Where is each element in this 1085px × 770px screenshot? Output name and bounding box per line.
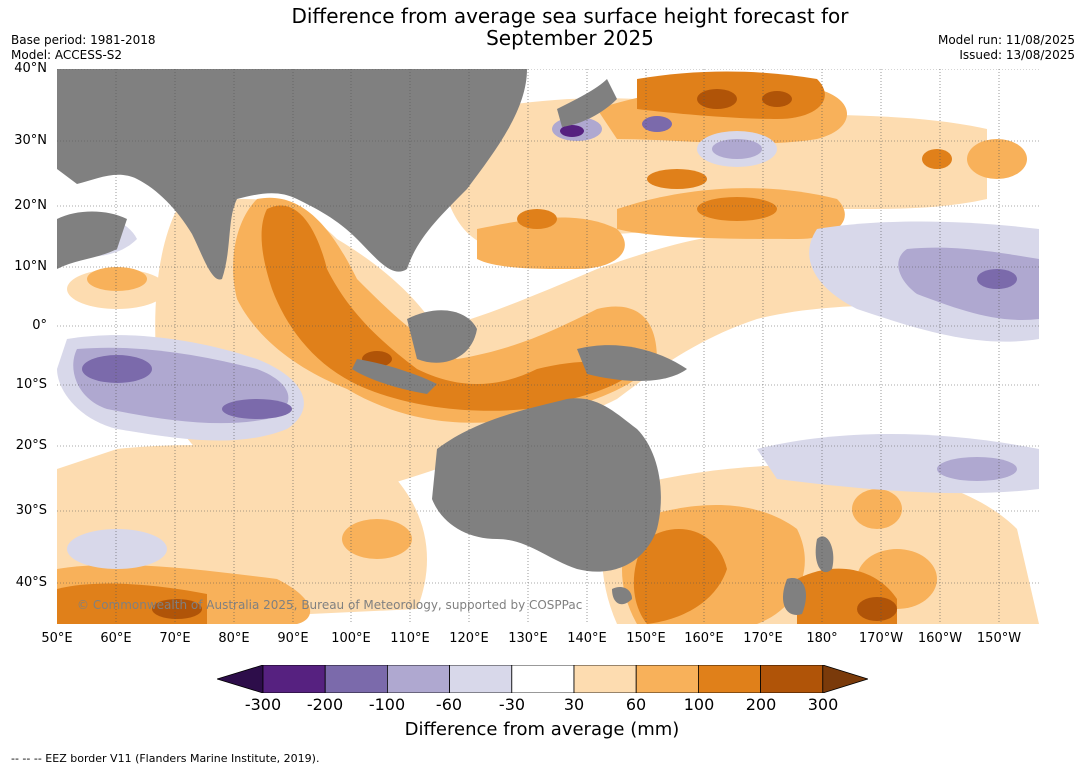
colorbar-label: Difference from average (mm): [404, 719, 680, 740]
colorbar-tick: -30: [498, 695, 526, 714]
lat-label: 30°S: [15, 503, 47, 518]
model-run-text: Model run: 11/08/2025: [937, 33, 1075, 47]
lon-label: 170°E: [743, 631, 783, 646]
colorbar-tick: 60: [625, 695, 647, 714]
anomaly-deep-purple: [560, 125, 584, 137]
lon-label: 150°W: [976, 631, 1022, 646]
colorbar-segment: [760, 665, 824, 693]
lon-label: 180°: [806, 631, 838, 646]
lon-label: 130°E: [508, 631, 548, 646]
lat-label: 10°S: [15, 377, 47, 392]
lat-label: 40°S: [15, 575, 47, 590]
footer-text: -- -- -- EEZ border V11 (Flanders Marine…: [11, 752, 320, 765]
colorbar-segment: [511, 665, 575, 693]
lat-label: 30°N: [14, 133, 47, 148]
lat-label: 10°N: [14, 259, 47, 274]
base-period-text: Base period: 1981-2018: [11, 33, 156, 47]
lon-label: 160°E: [684, 631, 724, 646]
map-panel: [57, 69, 1039, 624]
issued-text: Issued: 13/08/2025: [959, 48, 1075, 62]
title-line-2: September 2025: [486, 26, 654, 50]
anomaly-brown: [152, 89, 897, 621]
land-masses: [57, 69, 834, 615]
lon-label: 160°W: [917, 631, 963, 646]
lon-label: 60°E: [100, 631, 132, 646]
colorbar-tick: 100: [683, 695, 715, 714]
anomaly-dark-purple: [82, 116, 1017, 419]
colorbar-arrow-high: [822, 665, 868, 693]
lon-label: 150°E: [626, 631, 666, 646]
graticule: [57, 69, 1039, 624]
colorbar-segment: [449, 665, 513, 693]
colorbar-tick: -300: [244, 695, 282, 714]
colorbar-tick: -200: [306, 695, 344, 714]
colorbar-tick: 30: [563, 695, 585, 714]
colorbar-segment: [573, 665, 637, 693]
lat-label: 40°N: [14, 61, 47, 76]
colorbar-tick: 200: [745, 695, 777, 714]
colorbar-tick: 300: [807, 695, 839, 714]
colorbar-tick: -60: [435, 695, 463, 714]
meta-left: Base period: 1981-2018 Model: ACCESS-S2: [11, 33, 156, 63]
lon-label: 50°E: [41, 631, 73, 646]
map-canvas: [57, 69, 1039, 624]
colorbar: [217, 665, 868, 693]
lon-label: 170°W: [858, 631, 904, 646]
colorbar-segment: [324, 665, 388, 693]
colorbar-segment: [635, 665, 699, 693]
colorbar-tick: -100: [368, 695, 406, 714]
lon-label: 90°E: [277, 631, 309, 646]
model-text: Model: ACCESS-S2: [11, 48, 123, 62]
lon-label: 120°E: [449, 631, 489, 646]
copyright-text: © Commonwealth of Australia 2025, Bureau…: [77, 598, 583, 612]
meta-right: Model run: 11/08/2025 Issued: 13/08/2025: [938, 33, 1075, 63]
lat-label: 20°N: [14, 198, 47, 213]
colorbar-segment: [386, 665, 450, 693]
lon-label: 80°E: [218, 631, 250, 646]
lon-label: 110°E: [390, 631, 430, 646]
title-line-1: Difference from average sea surface heig…: [291, 4, 849, 28]
colorbar-arrow-low: [217, 665, 264, 693]
lat-label: 20°S: [15, 438, 47, 453]
lat-label: 0°: [32, 318, 47, 333]
lon-label: 100°E: [331, 631, 371, 646]
colorbar-segments: [217, 665, 868, 693]
colorbar-segment: [262, 665, 326, 693]
lon-label: 70°E: [159, 631, 191, 646]
chart-title: Difference from average sea surface heig…: [0, 5, 1085, 49]
colorbar-segment: [697, 665, 761, 693]
lon-label: 140°E: [567, 631, 607, 646]
